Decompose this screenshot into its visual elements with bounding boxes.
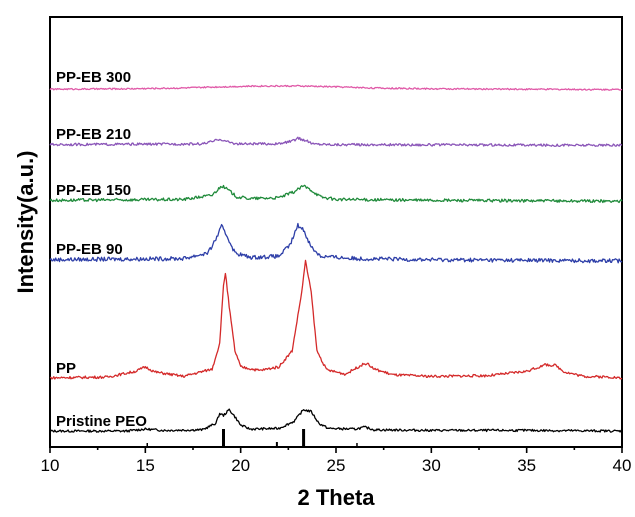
series-line-pp-eb-90 <box>49 222 623 264</box>
y-axis-title: Intensity(a.u.) <box>13 150 38 293</box>
x-tick-label: 10 <box>41 456 60 475</box>
reference-bars <box>146 429 358 447</box>
plot-frame <box>49 16 623 448</box>
x-axis-ticks <box>49 447 623 453</box>
x-tick-label: 30 <box>422 456 441 475</box>
x-tick-label: 25 <box>327 456 346 475</box>
series-label-pp-eb-150: PP-EB 150 <box>56 182 131 199</box>
series-line-pp-eb-210 <box>49 136 623 147</box>
series-label-pristine-peo: Pristine PEO <box>56 413 147 430</box>
series-line-pp-eb-300 <box>49 84 623 91</box>
series-line-pp <box>49 259 623 380</box>
x-tick-label: 35 <box>517 456 536 475</box>
x-tick-label: 15 <box>136 456 155 475</box>
series-labels: Pristine PEO PP PP-EB 90 PP-EB 150 PP-EB 210… <box>56 69 147 430</box>
series-line-pp-eb-150 <box>49 184 623 204</box>
series-label-pp-eb-300: PP-EB 300 <box>56 69 131 86</box>
series-label-pp: PP <box>56 360 76 377</box>
x-tick-label: 20 <box>231 456 250 475</box>
x-axis-tick-labels: 10 15 20 25 30 35 40 <box>41 456 632 475</box>
series-label-pp-eb-90: PP-EB 90 <box>56 241 123 258</box>
series-label-pp-eb-210: PP-EB 210 <box>56 126 131 143</box>
x-tick-label: 40 <box>613 456 632 475</box>
series-lines <box>49 84 623 433</box>
x-axis-title: 2 Theta <box>297 485 375 510</box>
series-line-pristine-peo <box>49 408 623 433</box>
